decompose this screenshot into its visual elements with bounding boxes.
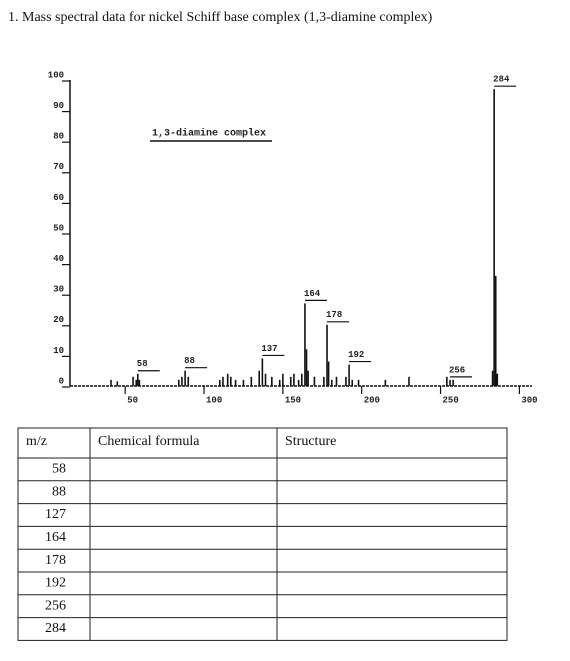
y-tick-label: 80 (53, 132, 64, 142)
header-cell: Structure (285, 434, 336, 449)
question: 1. Mass spectral data for nickel Schiff … (8, 10, 433, 25)
mz-cell: 178 (45, 553, 66, 568)
peak-label: 88 (184, 356, 195, 366)
annotation: 1,3-diamine complex (152, 128, 266, 140)
peak-label: 58 (137, 359, 148, 369)
y-tick-label: 50 (53, 223, 64, 233)
x-tick-label: 50 (127, 395, 138, 405)
y-tick-label: 60 (53, 193, 64, 203)
y-tick-label: 0 (59, 376, 64, 386)
mz-cell: 164 (45, 530, 66, 545)
x-tick-label: 250 (443, 395, 459, 405)
peak-label: 256 (449, 365, 465, 375)
y-tick-label: 10 (53, 346, 64, 356)
header-cell: Chemical formula (98, 434, 200, 449)
mz-cell: 127 (45, 507, 66, 522)
peak-label: 164 (304, 289, 321, 299)
peak-label: 137 (261, 344, 277, 354)
peak-label: 192 (348, 350, 364, 360)
mz-cell: 284 (45, 621, 66, 636)
mz-cell: 88 (52, 484, 66, 499)
mz-cell: 58 (52, 462, 66, 477)
table-border (17, 427, 508, 641)
x-tick-label: 100 (206, 395, 222, 405)
header-cell: m/z (26, 434, 47, 449)
y-tick-label: 40 (53, 254, 64, 264)
mz-cell: 192 (45, 576, 66, 591)
x-tick-label: 300 (521, 395, 537, 405)
y-tick-label: 100 (48, 70, 64, 80)
y-tick-label: 30 (53, 285, 64, 295)
y-tick-label: 90 (53, 101, 64, 111)
table: m/z Chemical formula Structure 58 88 127 164 17… (17, 427, 508, 641)
y-tick-label: 20 (53, 315, 64, 325)
x-tick-label: 150 (285, 395, 301, 405)
y-tick-label: 70 (53, 162, 64, 172)
peak-label: 284 (493, 75, 510, 85)
peak-label: 178 (326, 310, 342, 320)
mz-cell: 256 (45, 598, 66, 613)
x-tick-label: 200 (364, 395, 380, 405)
